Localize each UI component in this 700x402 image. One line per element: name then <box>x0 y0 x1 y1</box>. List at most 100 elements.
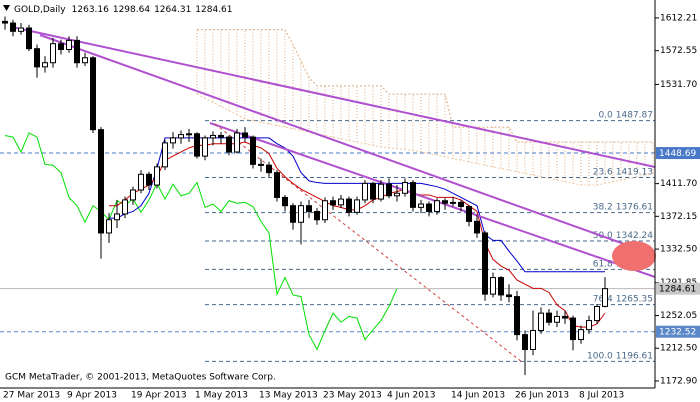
candle-body <box>546 312 552 323</box>
candle-body <box>218 134 224 138</box>
candle-body <box>10 22 16 32</box>
candle-body <box>426 203 432 212</box>
hline-price-box <box>656 147 700 160</box>
cloud-layer <box>196 29 654 186</box>
candle-body <box>42 62 48 68</box>
candle-body <box>570 317 576 341</box>
candle-body <box>330 200 336 206</box>
fib-level-price: 1376.61 <box>616 202 653 212</box>
candle-body <box>202 137 208 157</box>
hline-price-label: 1448.69 <box>659 149 696 159</box>
x-tick-label: 4 Jun 2013 <box>387 391 435 401</box>
x-tick-label: 19 Apr 2013 <box>131 391 187 401</box>
indicator-layer <box>4 29 654 351</box>
candle-body <box>554 315 560 323</box>
candle-body <box>18 27 24 32</box>
drawings <box>11 26 656 363</box>
candle-body <box>530 329 536 350</box>
x-tick-label: 23 May 2013 <box>323 391 382 401</box>
candle-body <box>442 200 448 204</box>
fib-level-label: 76.41265.35 <box>593 294 653 304</box>
hline-price-label: 1232.52 <box>659 328 696 338</box>
x-tick-label: 26 Jun 2013 <box>515 391 569 401</box>
candle-body <box>354 199 360 213</box>
candle-body <box>154 166 160 186</box>
candle-body <box>538 312 544 331</box>
bid-price-label: 1284.61 <box>659 285 696 295</box>
hline-price-box <box>656 325 700 338</box>
candle-body <box>434 200 440 212</box>
candle-body <box>362 182 368 201</box>
x-tick-label: 8 Jul 2013 <box>579 391 624 401</box>
candle-body <box>402 182 408 194</box>
candle-body <box>34 48 40 68</box>
axis-layer: 1612.21 1572.55 1531.70 1411.70 1372.15 1332.… <box>3 13 700 401</box>
fib-level-percent: 23.6 <box>593 167 613 177</box>
candle-body <box>266 164 272 174</box>
fib-level-price: 1196.61 <box>616 351 653 361</box>
candle-body <box>514 296 520 336</box>
candle-body <box>282 196 288 207</box>
trend-line <box>214 123 523 363</box>
header-low: 1264.31 <box>154 5 191 15</box>
candle-body <box>138 173 144 191</box>
candle-body <box>498 277 504 296</box>
header-high: 1298.64 <box>113 5 150 15</box>
fib-level-price: 1265.35 <box>616 294 653 304</box>
candle-body <box>250 136 256 165</box>
candle-body <box>562 315 568 319</box>
candles-layer <box>2 16 608 376</box>
candle-body <box>506 294 512 298</box>
candle-body <box>162 142 168 168</box>
y-tick-label: 1612.21 <box>660 13 697 23</box>
candle-body <box>386 183 392 197</box>
bid-price-box <box>656 282 700 295</box>
fib-level-price: 1419.13 <box>616 167 653 177</box>
candle-body <box>2 20 8 24</box>
trend-line <box>39 34 656 256</box>
candle-body <box>306 205 312 212</box>
candle-body <box>226 136 232 153</box>
x-tick-label: 13 May 2013 <box>259 391 318 401</box>
y-tick-label: 1172.90 <box>660 376 697 386</box>
candle-body <box>122 199 128 215</box>
chart-header: GOLD,Daily 1263.16 1298.64 1264.31 1284.61 <box>14 5 233 15</box>
y-tick-label: 1212.50 <box>660 344 697 354</box>
symbol-icon <box>3 5 10 11</box>
candle-body <box>258 163 264 166</box>
candle-body <box>234 132 240 153</box>
y-tick-label: 1252.05 <box>660 311 697 321</box>
candle-body <box>346 198 352 213</box>
trend-line <box>11 26 656 168</box>
candle-body <box>242 132 248 138</box>
y-tick-label: 1332.50 <box>660 245 697 255</box>
candle-body <box>82 57 88 64</box>
candle-body <box>106 219 112 234</box>
x-tick-label: 9 Apr 2013 <box>67 391 117 401</box>
candle-body <box>410 182 416 208</box>
kijun-line <box>109 137 605 273</box>
candle-body <box>418 203 424 208</box>
candle-body <box>522 334 528 350</box>
fib-level-percent: 61.8 <box>593 259 613 269</box>
header-close: 1284.61 <box>195 5 232 15</box>
fib-level-price: 1487.87 <box>616 110 653 120</box>
header-open: 1263.16 <box>72 5 109 15</box>
candle-body <box>370 182 376 200</box>
candle-body <box>338 198 344 206</box>
y-tick-label: 1411.70 <box>660 179 697 189</box>
fib-level-percent: 0.0 <box>598 110 613 120</box>
candle-body <box>26 27 32 50</box>
candle-body <box>146 173 152 186</box>
fib-level-percent: 38.2 <box>593 202 613 212</box>
span_b-line <box>197 29 653 143</box>
footer: GCM MetaTrader, © 2001-2013, MetaQuotes … <box>5 373 276 383</box>
candle-body <box>90 57 96 131</box>
candle-body <box>170 137 176 144</box>
fib-level-label: 100.0 1196.61 <box>587 351 653 361</box>
fib-level-label: 23.6 1419.13 <box>593 167 653 177</box>
candle-body <box>450 201 456 204</box>
y-tick-label: 1531.70 <box>660 80 697 90</box>
candle-body <box>298 205 304 223</box>
